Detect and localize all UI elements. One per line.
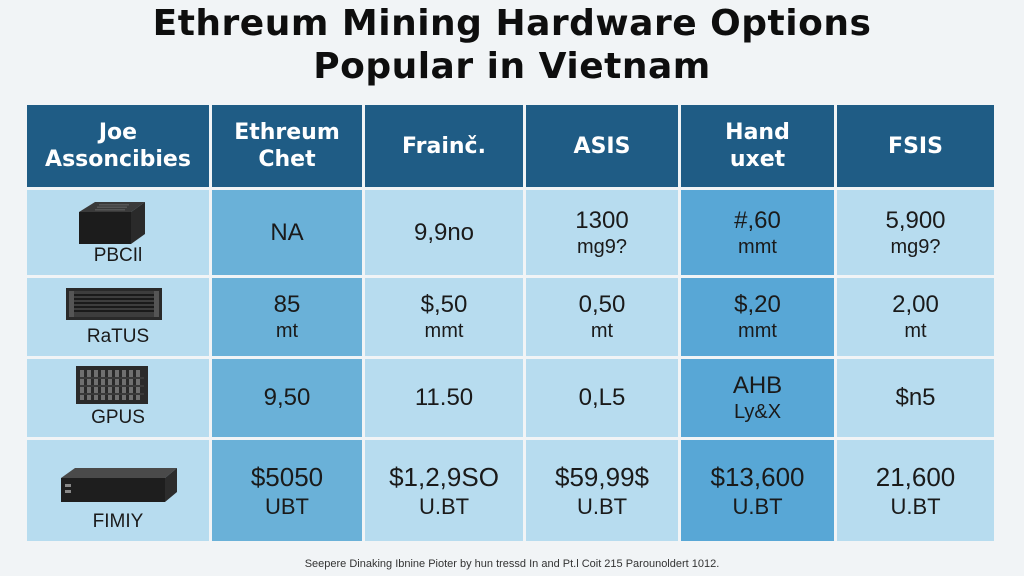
header-line: Chet — [258, 147, 316, 172]
cell-value: $n5 — [895, 384, 936, 411]
cell-value: $1,2,9SO — [389, 461, 499, 492]
cell-value: 85 — [273, 291, 301, 318]
table-cell: $n5 — [837, 359, 994, 437]
cell-unit: mg9? — [890, 235, 941, 258]
page-title: Ethreum Mining Hardware Options Popular … — [0, 2, 1024, 88]
cell-value: 11.50 — [414, 384, 474, 411]
gpu-rig-icon — [76, 366, 148, 404]
cell-value: 9,50 — [263, 384, 311, 411]
table-cell: $1,2,9SO U.BT — [365, 440, 523, 541]
comparison-table: Joe Assoncibies Ethreum Chet Frainč. ASI… — [27, 105, 994, 546]
table-cell: NA — [212, 190, 362, 275]
table-cell: 9,9no — [365, 190, 523, 275]
cell-unit: mt — [275, 320, 299, 342]
cell-value: $59,99$ — [555, 461, 649, 492]
header-cell-fraince: Frainč. — [365, 105, 523, 187]
hardware-label: FIMIY — [92, 511, 144, 532]
footer-note: Seepere Dinaking Ibnine Pioter by hun tr… — [304, 558, 720, 570]
hardware-label: RaTUS — [86, 326, 150, 347]
table-cell: 85 mt — [212, 278, 362, 356]
cell-unit: Ly&X — [733, 401, 782, 423]
cell-value: $13,600 — [710, 461, 805, 492]
cell-value: 2,00 — [892, 291, 939, 318]
title-line-1: Ethreum Mining Hardware Options — [152, 3, 872, 44]
table-cell: #,60 mmt — [681, 190, 834, 275]
table-cell: $13,600 U.BT — [681, 440, 834, 541]
cell-value: 0,50 — [578, 291, 626, 318]
header-line: Ethreum — [234, 120, 340, 145]
row-label-cell: FIMIY — [27, 440, 209, 541]
cell-unit: U.BT — [732, 493, 783, 519]
cell-unit: mmt — [738, 235, 777, 258]
header-line: uxet — [729, 147, 786, 172]
cell-unit: mmt — [738, 320, 777, 342]
header-cell-asis: ASIS — [526, 105, 678, 187]
table-cell: 0,L5 — [526, 359, 678, 437]
hardware-label: GPUS — [91, 407, 145, 428]
table-cell: 1300 mg9? — [526, 190, 678, 275]
cell-value: 5,900 — [885, 206, 946, 234]
header-cell-ethereum-chet: Ethreum Chet — [212, 105, 362, 187]
cell-value: 0,L5 — [578, 384, 626, 411]
table-cell: 0,50 mt — [526, 278, 678, 356]
header-cell-associbles: Joe Assoncibies — [27, 105, 209, 187]
cell-unit: mmt — [424, 320, 464, 342]
row-label-cell: PBCIl — [27, 190, 209, 275]
cell-value: 9,9no — [413, 218, 475, 246]
table-cell: 2,00 mt — [837, 278, 994, 356]
header-line: Assoncibies — [45, 147, 191, 172]
header-cell-hand-uxet: Hand uxet — [681, 105, 834, 187]
row-label-cell: RaTUS — [27, 278, 209, 356]
cell-unit: UBT — [265, 493, 309, 519]
header-line: Joe — [98, 120, 138, 145]
table-cell: $,20 mmt — [681, 278, 834, 356]
cell-unit: mt — [590, 320, 614, 342]
row-label-cell: GPUS — [27, 359, 209, 437]
cell-value: #,60 — [734, 206, 781, 234]
table-cell: 9,50 — [212, 359, 362, 437]
cell-unit: U.BT — [890, 493, 941, 519]
header-cell-fsis: FSIS — [837, 105, 994, 187]
hardware-label: PBCIl — [93, 245, 143, 266]
table-cell: AHB Ly&X — [681, 359, 834, 437]
table-cell: $59,99$ U.BT — [526, 440, 678, 541]
cell-value: $5050 — [250, 461, 324, 492]
cell-value: $,50 — [420, 291, 468, 318]
cell-unit: U.BT — [576, 493, 628, 519]
cell-unit: U.BT — [418, 493, 470, 519]
table-cell: $5050 UBT — [212, 440, 362, 541]
table-cell: $,50 mmt — [365, 278, 523, 356]
header-line: Frainč. — [402, 133, 486, 159]
rack-miner-icon — [66, 288, 162, 320]
header-line: Hand — [725, 120, 790, 145]
asic-miner-box-icon — [79, 202, 145, 244]
cell-value: 1300 — [575, 206, 629, 234]
flat-miner-icon — [61, 468, 177, 502]
cell-value: 21,600 — [875, 461, 956, 492]
cell-value: AHB — [732, 372, 783, 399]
cell-value: $,20 — [734, 291, 781, 318]
table-cell: 11.50 — [365, 359, 523, 437]
title-line-2: Popular in Vietnam — [313, 46, 711, 87]
cell-value: NA — [270, 218, 304, 246]
table-cell: 21,600 U.BT — [837, 440, 994, 541]
table-cell: 5,900 mg9? — [837, 190, 994, 275]
cell-unit: mg9? — [576, 235, 628, 258]
cell-unit: mt — [904, 320, 927, 342]
header-line: FSIS — [888, 133, 943, 159]
header-line: ASIS — [573, 133, 631, 159]
